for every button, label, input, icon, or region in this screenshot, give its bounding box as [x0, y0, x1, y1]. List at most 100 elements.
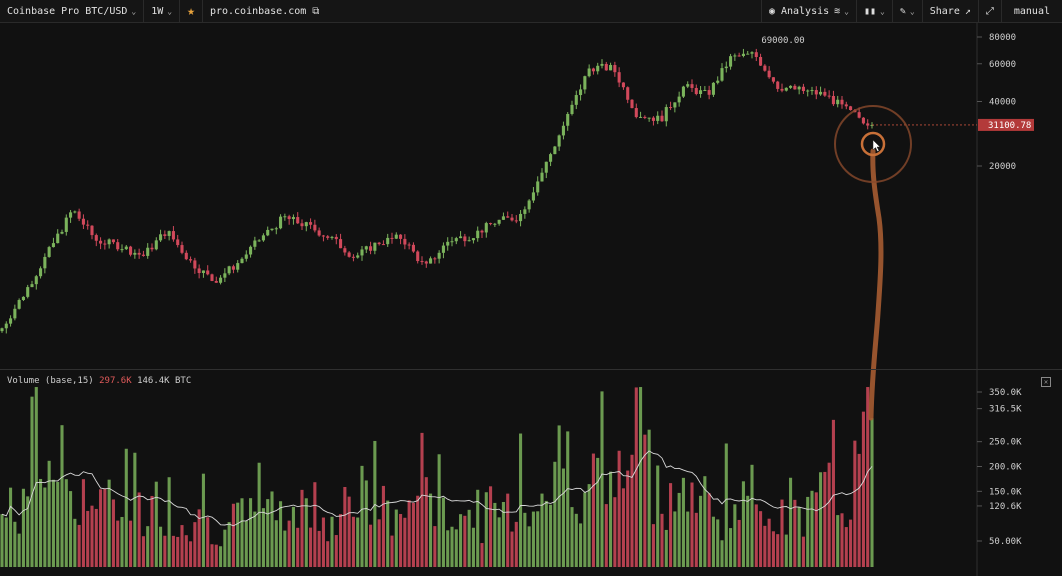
candle-body — [171, 231, 175, 240]
candle-body — [630, 99, 634, 109]
candle-body — [407, 244, 411, 246]
candle-body — [484, 223, 488, 233]
close-icon[interactable]: ✕ — [1041, 377, 1051, 387]
volume-bar — [411, 502, 415, 567]
volume-bar — [43, 487, 47, 567]
volume-bar — [334, 535, 338, 567]
volume-bar — [831, 419, 835, 567]
candle-body — [411, 244, 415, 252]
volume-bar — [536, 511, 540, 567]
expand-icon: ⤢ — [985, 5, 994, 17]
candle-body — [34, 276, 38, 285]
candle-body — [433, 258, 437, 260]
candle-body — [587, 68, 591, 77]
candle-body — [476, 230, 480, 239]
url-link[interactable]: pro.coinbase.com ⧉ — [203, 0, 326, 22]
candle-body — [420, 261, 424, 263]
candle-body — [300, 223, 304, 227]
volume-bar — [394, 509, 398, 567]
volume-bar — [664, 529, 668, 567]
volume-bar — [703, 476, 707, 567]
candle-body — [617, 72, 621, 83]
volume-bar — [733, 504, 737, 567]
volume-bar — [801, 536, 805, 567]
analysis-menu[interactable]: ◉ Analysis ≋ ⌄ — [760, 0, 857, 22]
chevron-down-icon: ⌄ — [909, 6, 915, 16]
candle-body — [463, 236, 467, 242]
draw-tools-menu[interactable]: ✎ ⌄ — [893, 0, 923, 22]
candle-body — [471, 238, 475, 241]
star-icon: ★ — [187, 3, 195, 19]
volume-bar — [77, 524, 81, 567]
candle-body — [253, 240, 257, 247]
candle-body — [699, 90, 703, 95]
candle-body — [493, 223, 497, 225]
candle-body — [64, 217, 68, 232]
volume-bar — [814, 492, 818, 567]
volume-bar — [587, 484, 591, 567]
volume-bar — [197, 509, 201, 567]
volume-bar — [506, 493, 510, 567]
volume-bar — [377, 519, 381, 567]
candle-body — [827, 95, 831, 97]
fullscreen-button[interactable]: ⤢ — [979, 0, 1002, 22]
favorite-button[interactable]: ★ — [180, 0, 203, 22]
volume-bar — [150, 495, 154, 567]
volume-bar — [343, 487, 347, 567]
candle-body — [823, 91, 827, 96]
volume-bar — [339, 514, 343, 567]
volume-bar — [681, 477, 685, 567]
candle-body — [244, 254, 248, 259]
share-button[interactable]: Share ↗ — [923, 0, 979, 22]
candle-body — [81, 218, 85, 225]
volume-bar — [21, 488, 25, 567]
candle-body — [0, 328, 4, 332]
candle-body — [334, 236, 338, 240]
price-tick-label: 20000 — [989, 162, 1016, 172]
volume-axis: 350.0K 316.5K 250.0K 200.0K 150.0K 120.6K 50.0… — [977, 388, 1022, 547]
volume-bar — [416, 495, 420, 567]
candle-body — [660, 115, 664, 122]
candle-body — [806, 90, 810, 92]
chart-canvas[interactable]: 80000 60000 40000 20000 350.0K 316.5K 250.0K 2… — [0, 23, 1062, 576]
candle-body — [326, 236, 330, 238]
candle-body — [274, 228, 278, 230]
pair-selector[interactable]: Coinbase Pro BTC/USD ⌄ — [0, 0, 145, 22]
candle-body — [540, 172, 544, 182]
volume-bar — [789, 477, 793, 567]
volume-bar — [253, 511, 257, 567]
volume-bar — [210, 544, 214, 567]
volume-bar — [819, 472, 823, 567]
volume-bar — [540, 493, 544, 567]
candle-body — [360, 249, 364, 256]
candle-body — [223, 273, 227, 278]
volume-bar — [193, 522, 197, 567]
volume-bar — [574, 513, 578, 567]
volume-bar — [471, 527, 475, 567]
volume-bar — [313, 482, 317, 567]
volume-bar — [120, 516, 124, 567]
candle-body — [4, 323, 8, 329]
candle-body — [124, 246, 128, 250]
volume-bar — [707, 493, 711, 567]
volume-bar — [111, 499, 115, 567]
candle-body — [677, 96, 681, 103]
volume-bar — [141, 536, 145, 567]
volume-tick-label: 250.0K — [989, 438, 1022, 448]
candle-body — [347, 252, 351, 257]
candle-body — [257, 240, 261, 242]
interval-selector[interactable]: 1W ⌄ — [144, 0, 181, 22]
volume-bar — [347, 496, 351, 567]
candle-body — [304, 222, 308, 227]
volume-bar — [613, 497, 617, 567]
mode-selector[interactable]: manual — [1002, 0, 1062, 22]
candle-body — [651, 117, 655, 121]
chart-type-menu[interactable]: ▮▮ ⌄ — [857, 0, 893, 22]
volume-bar — [124, 448, 128, 567]
volume-bar — [0, 514, 4, 567]
candle-body — [506, 216, 510, 218]
price-candles — [0, 48, 874, 334]
candle-body — [21, 296, 25, 301]
peak-price-label: 69000.00 — [761, 36, 804, 46]
candle-body — [266, 229, 270, 236]
